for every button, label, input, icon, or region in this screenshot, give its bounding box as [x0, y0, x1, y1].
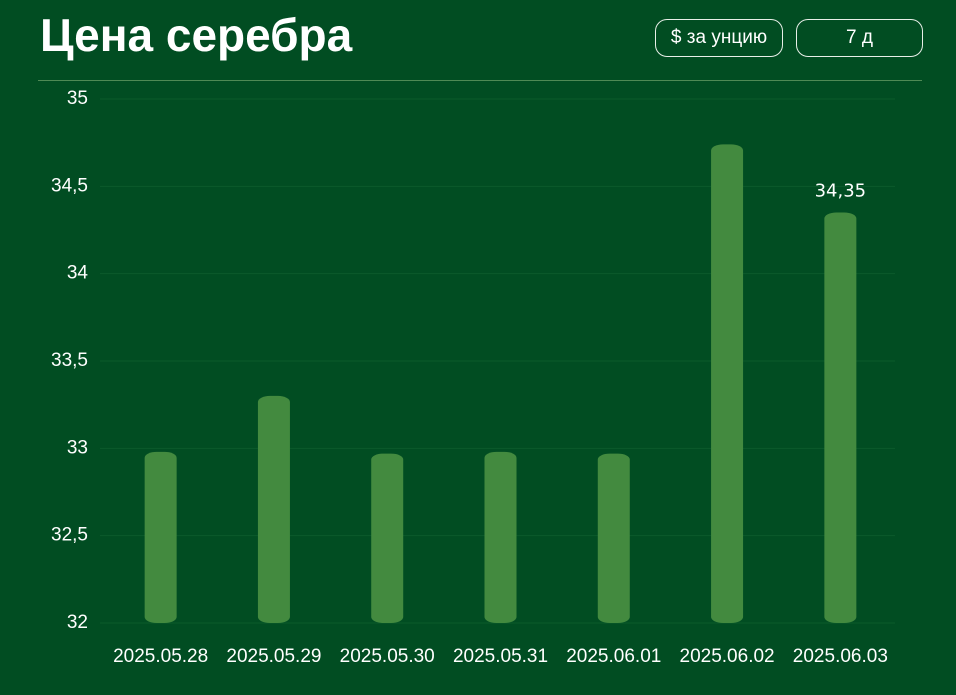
page-title: Цена серебра [40, 9, 353, 61]
bar [371, 453, 404, 623]
y-tick-label: 34 [67, 263, 89, 284]
bar [484, 451, 517, 623]
period-button[interactable]: 7 д [796, 19, 923, 57]
y-tick-label: 32 [67, 612, 88, 633]
x-tick-label: 2025.05.31 [453, 646, 548, 667]
y-tick-label: 32,5 [51, 525, 88, 546]
x-tick-label: 2025.05.30 [340, 646, 435, 667]
y-tick-label: 35 [67, 88, 88, 109]
x-tick-label: 2025.06.01 [566, 646, 661, 667]
bar [597, 453, 630, 623]
y-tick-label: 33 [67, 437, 88, 458]
y-tick-label: 33,5 [51, 350, 88, 371]
bar [711, 144, 744, 623]
unit-button[interactable]: $ за унцию [655, 19, 783, 57]
x-tick-label: 2025.06.02 [680, 646, 775, 667]
bar [824, 212, 857, 624]
value-label: 34,35 [815, 181, 867, 202]
bar [257, 395, 290, 623]
y-tick-label: 34,5 [51, 175, 88, 196]
bar [144, 451, 177, 623]
x-tick-label: 2025.06.03 [793, 646, 888, 667]
x-tick-label: 2025.05.28 [113, 646, 208, 667]
x-tick-label: 2025.05.29 [226, 646, 321, 667]
header-rule [38, 80, 922, 81]
